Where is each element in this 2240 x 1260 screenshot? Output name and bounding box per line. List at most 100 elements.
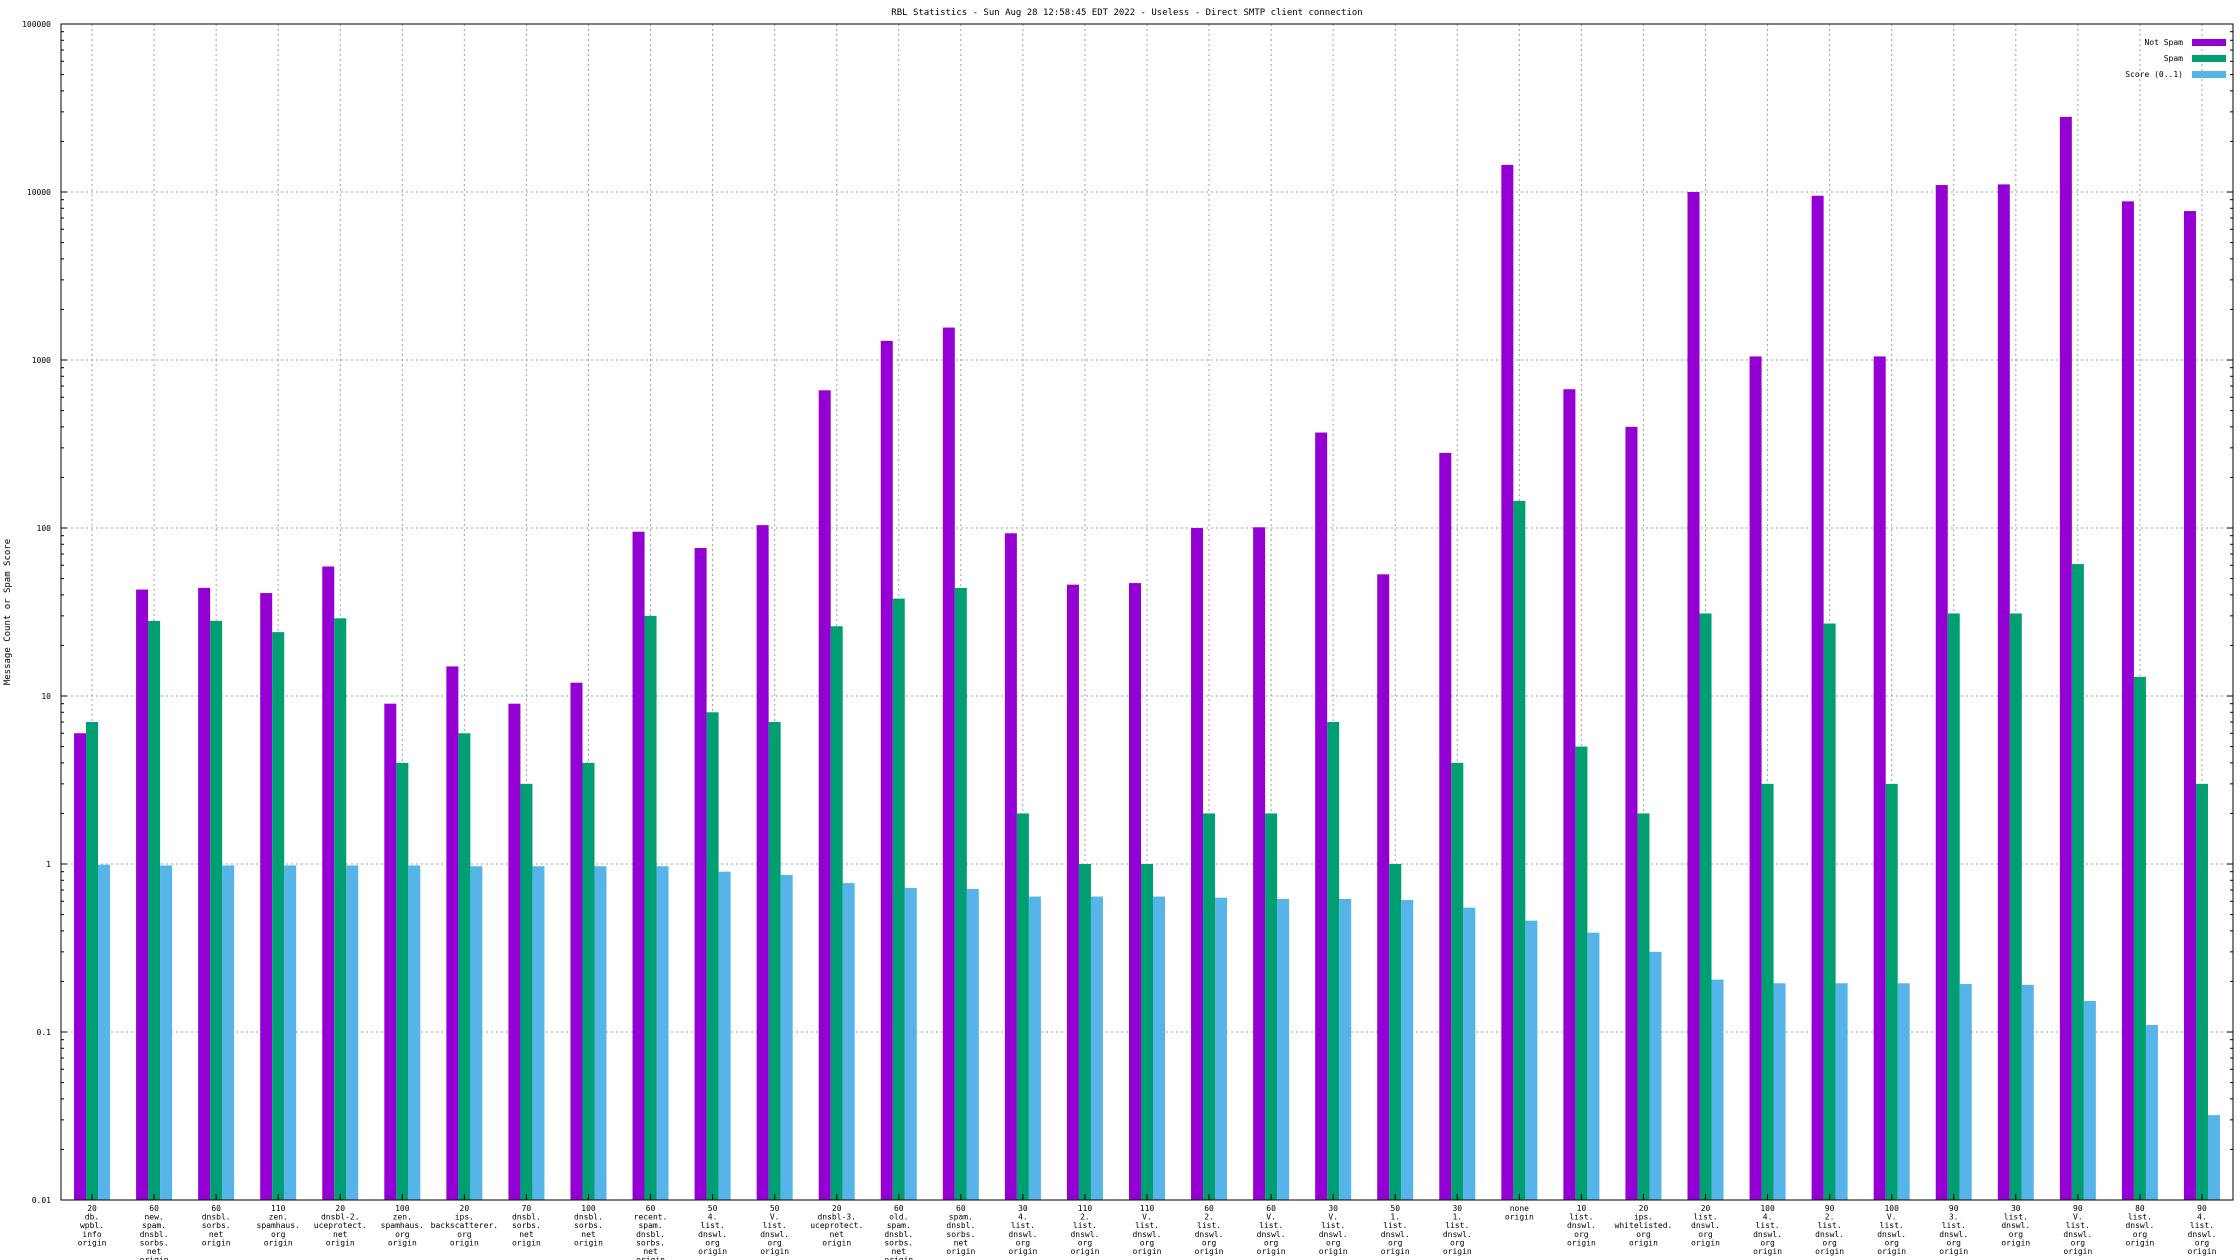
bar-score-0-1 [1463, 907, 1476, 1200]
bar-score-0-1 [222, 865, 235, 1200]
y-tick-label: 0.01 [32, 1196, 51, 1205]
bar-spam [768, 722, 781, 1200]
bar-score-0-1 [1525, 920, 1538, 1200]
bar-score-0-1 [1401, 900, 1414, 1200]
x-tick-label: 90 4. list. dnswl. org origin [2188, 1204, 2217, 1256]
bar-score-0-1 [1897, 983, 1910, 1200]
y-tick-label: 10000 [27, 188, 51, 197]
bar-spam [1885, 783, 1898, 1200]
bar-not-spam [1377, 574, 1390, 1200]
bar-not-spam [1625, 426, 1638, 1201]
x-tick-label: 100 dnsbl. sorbs. net origin [574, 1204, 603, 1247]
bar-spam [1637, 813, 1650, 1200]
y-tick-label: 10 [41, 692, 51, 701]
y-tick-label: 1 [46, 860, 51, 869]
x-tick-label: 30 1. list. dnswl. org origin [1443, 1204, 1472, 1256]
bar-spam [272, 632, 285, 1200]
bar-score-0-1 [1215, 897, 1228, 1200]
x-tick-label: 90 2. list. dnswl. org origin [1815, 1204, 1844, 1256]
bars [74, 116, 2220, 1201]
x-tick-label: 50 1. list. dnswl. org origin [1381, 1204, 1410, 1256]
bar-score-0-1 [966, 888, 979, 1200]
bar-spam [2071, 564, 2084, 1200]
y-axis-label: Message Count or Spam Score [3, 539, 13, 685]
legend-swatch [2192, 55, 2226, 62]
bar-not-spam [942, 327, 955, 1200]
bar-spam [210, 620, 223, 1200]
bar-not-spam [384, 703, 397, 1200]
bar-spam [644, 615, 657, 1200]
legend-label: Spam [2164, 54, 2183, 63]
x-tick-label: 30 list. dnswl. org origin [2001, 1204, 2030, 1247]
bar-spam [1699, 613, 1712, 1200]
bar-score-0-1 [656, 866, 669, 1200]
bar-score-0-1 [1587, 932, 1600, 1200]
bar-not-spam [322, 566, 335, 1200]
bar-spam [892, 598, 905, 1200]
bar-not-spam [2059, 116, 2072, 1201]
bar-not-spam [632, 531, 645, 1200]
bar-spam [1078, 864, 1091, 1200]
x-tick-label: 10 list. dnswl. org origin [1567, 1204, 1596, 1247]
bar-spam [1327, 722, 1340, 1200]
bar-not-spam [1129, 583, 1141, 1200]
bar-score-0-1 [408, 865, 421, 1200]
bar-not-spam [1687, 192, 1700, 1200]
bar-not-spam [1191, 528, 1204, 1200]
x-tick-label: 20 dnsbl-3. uceprotect. net origin [810, 1204, 863, 1247]
bar-spam [1016, 813, 1029, 1200]
y-tick-label: 100000 [22, 20, 51, 29]
bar-spam [830, 626, 843, 1200]
y-tick-label: 100 [37, 524, 52, 533]
bar-not-spam [1873, 356, 1886, 1200]
bar-not-spam [880, 340, 893, 1200]
bar-score-0-1 [160, 865, 173, 1200]
bar-score-0-1 [2083, 1000, 2096, 1200]
bar-score-0-1 [1835, 983, 1848, 1200]
x-tick-label: 30 V. list. dnswl. org origin [1319, 1204, 1348, 1256]
bar-score-0-1 [1028, 896, 1041, 1200]
x-tick-label: 50 V. list. dnswl. org origin [760, 1204, 789, 1256]
x-tick-label: 110 zen. spamhaus. org origin [257, 1204, 300, 1247]
bar-score-0-1 [780, 875, 793, 1200]
x-tick-label: 60 spam. dnsbl. sorbs. net origin [946, 1204, 975, 1256]
bar-not-spam [694, 548, 707, 1200]
x-tick-label: 100 V. list. dnswl. org origin [1877, 1204, 1906, 1256]
bar-not-spam [1935, 185, 1948, 1201]
x-tick-label: none origin [1505, 1204, 1534, 1222]
bar-not-spam [570, 682, 583, 1200]
bar-not-spam [260, 593, 273, 1200]
bar-not-spam [1811, 195, 1824, 1200]
bar-spam [2009, 613, 2022, 1200]
bar-not-spam [1004, 533, 1017, 1200]
bar-not-spam [74, 733, 87, 1200]
bar-not-spam [198, 587, 211, 1200]
x-tick-label: 90 V. list. dnswl. org origin [2063, 1204, 2092, 1256]
bar-spam [2133, 676, 2146, 1200]
bar-score-0-1 [98, 864, 111, 1200]
bar-score-0-1 [2207, 1115, 2220, 1200]
x-tick-label: 100 4. list. dnswl. org origin [1753, 1204, 1782, 1256]
x-tick-label: 20 list. dnswl. org origin [1691, 1204, 1720, 1247]
bar-score-0-1 [594, 866, 607, 1200]
bar-score-0-1 [1090, 896, 1103, 1200]
bar-not-spam [1439, 452, 1452, 1200]
bar-spam [148, 620, 161, 1200]
chart-title: RBL Statistics - Sun Aug 28 12:58:45 EDT… [891, 8, 1362, 18]
bar-not-spam [1501, 164, 1514, 1201]
bar-spam [458, 733, 471, 1200]
bar-score-0-1 [1773, 983, 1786, 1200]
bar-spam [396, 762, 409, 1200]
bar-spam [706, 712, 719, 1200]
bar-spam [520, 783, 533, 1200]
bar-spam [1947, 613, 1960, 1200]
bar-not-spam [1749, 356, 1762, 1200]
x-axis: 20 db. wpbl. info origin 60 new. spam. dnsbl. sor… [78, 1194, 2217, 1260]
bar-spam [582, 762, 595, 1200]
y-tick-label: 0.1 [37, 1028, 52, 1037]
bar-score-0-1 [1339, 898, 1352, 1200]
